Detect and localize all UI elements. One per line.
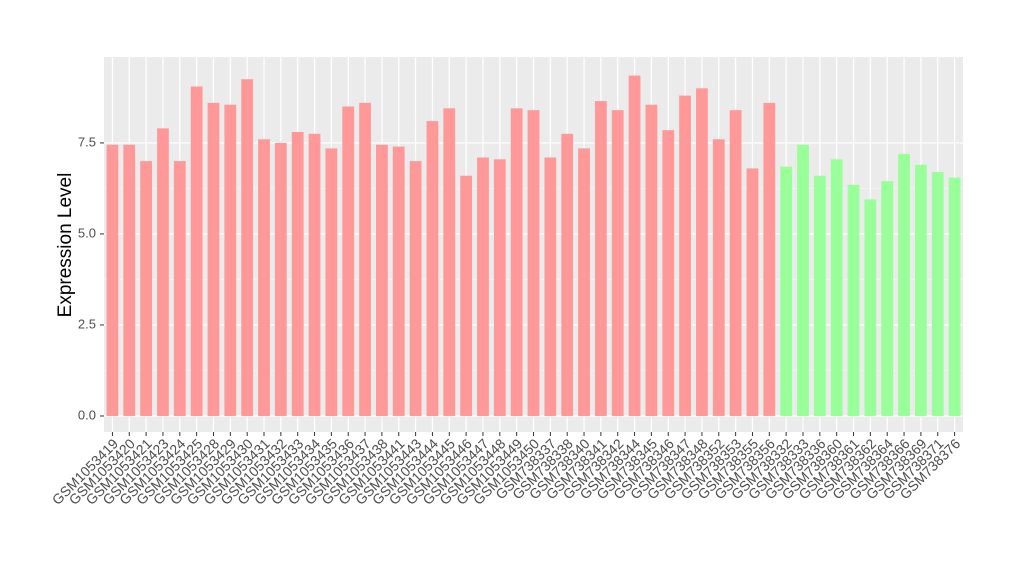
bar [477, 157, 489, 416]
bar [359, 102, 371, 416]
bar [157, 128, 169, 416]
bar [696, 88, 708, 416]
bar [376, 144, 388, 416]
bar [763, 102, 776, 416]
bar [662, 130, 675, 416]
bar [342, 106, 355, 416]
bar [628, 75, 641, 416]
bar [931, 172, 944, 416]
bar [173, 161, 186, 416]
bar [645, 104, 658, 416]
bar [392, 146, 405, 416]
bar [898, 153, 910, 416]
bar [123, 144, 136, 416]
bar [813, 175, 826, 416]
y-tick-label: 2.5 [78, 316, 96, 331]
bar [847, 184, 860, 416]
bar [797, 144, 809, 416]
bar [578, 148, 590, 416]
bar [443, 108, 456, 416]
bar [830, 159, 843, 416]
bar [325, 148, 338, 416]
y-axis-title: Expression Level [55, 173, 76, 318]
bar [881, 181, 894, 416]
bar [544, 157, 557, 416]
bar [729, 110, 742, 416]
bar [207, 102, 220, 416]
bar [308, 133, 321, 416]
bar [106, 144, 119, 416]
bar [914, 164, 927, 416]
bar [746, 168, 759, 416]
bar [611, 110, 624, 416]
bar [190, 86, 203, 416]
bar [274, 142, 287, 416]
bar [426, 121, 439, 416]
bar [864, 199, 877, 416]
bar [460, 175, 473, 416]
bar [140, 161, 153, 416]
bar [679, 95, 691, 416]
bar [241, 79, 254, 416]
bar [258, 139, 270, 416]
bar [510, 108, 523, 416]
y-tick-label: 7.5 [78, 134, 96, 149]
bar [594, 101, 607, 416]
bar [712, 139, 725, 416]
bar [291, 132, 304, 416]
y-tick-label: 0.0 [78, 407, 96, 422]
bar [493, 159, 506, 416]
bar [561, 133, 574, 416]
y-tick-label: 5.0 [78, 225, 96, 240]
bar [527, 110, 540, 416]
bar [224, 104, 237, 416]
bar [409, 161, 422, 416]
bar [948, 177, 961, 416]
bar [780, 166, 793, 416]
